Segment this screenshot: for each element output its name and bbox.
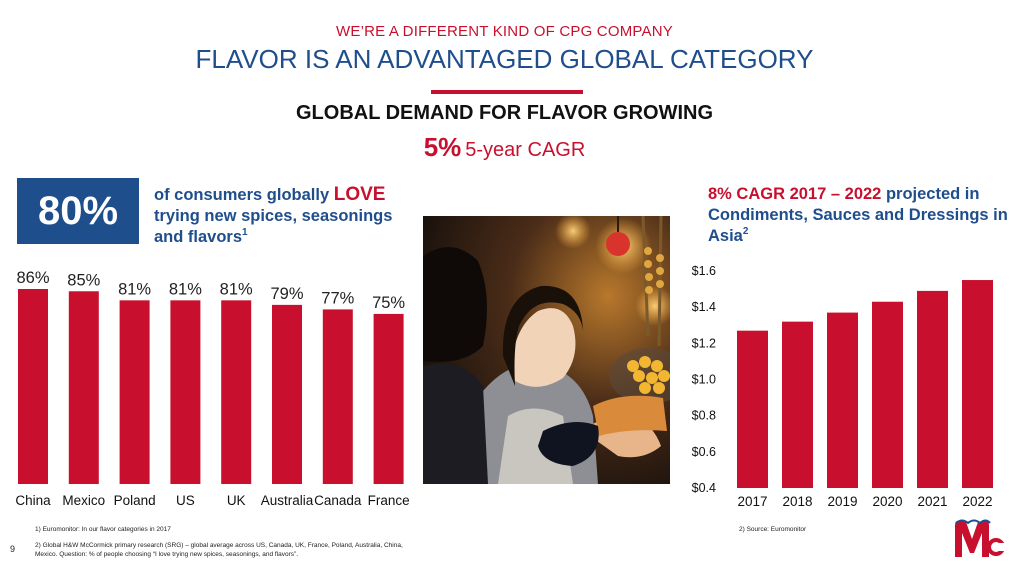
asia-sauces-bar-chart: $1.6 $1.4 $1.2 $1.0 $0.8 $0.6 $0.4 2017 2018 2019… <box>692 264 993 509</box>
bar-china <box>18 289 48 484</box>
bar-value-label: 85% <box>67 271 100 289</box>
bar-value-label: 81% <box>169 280 202 298</box>
stat-text-love: LOVE <box>333 184 386 205</box>
y-tick-label: $1.0 <box>692 373 716 387</box>
y-tick-label: $0.4 <box>692 481 716 495</box>
bar-us <box>170 300 201 484</box>
market-photo-illustration <box>423 216 670 484</box>
consumer-love-bar-chart: 86% China 85% Mexico 81% Poland 81% US 81% UK 79% A… <box>15 269 410 508</box>
bar-2022 <box>962 280 993 488</box>
footnote-source: 2) Source: Euromonitor <box>739 526 807 533</box>
bar-mexico <box>68 291 99 484</box>
cagr-label: 5-year CAGR <box>465 139 586 161</box>
bar-2021 <box>917 290 948 488</box>
bar-value-label: 75% <box>372 294 405 312</box>
market-photo <box>423 216 670 484</box>
year-label: 2019 <box>827 494 857 509</box>
category-label: China <box>15 493 51 508</box>
bar-value-label: 81% <box>118 280 151 298</box>
footnote-ref-2: 2 <box>742 225 749 237</box>
y-tick-label: $1.2 <box>692 336 716 350</box>
category-label: US <box>176 493 195 508</box>
bar-uk <box>221 300 252 484</box>
bar-2017 <box>737 330 768 488</box>
bar-value-label: 77% <box>321 289 354 307</box>
y-tick-label: $1.4 <box>692 300 716 314</box>
bar-canada <box>322 309 353 484</box>
bar-2018 <box>782 321 813 488</box>
title-underline <box>431 90 583 94</box>
bar-2019 <box>827 312 858 488</box>
stat-value: 80% <box>37 188 119 233</box>
bar-value-label: 81% <box>220 280 253 298</box>
bar-poland <box>119 300 150 484</box>
year-label: 2022 <box>962 494 992 509</box>
page-title: FLAVOR IS AN ADVANTAGED GLOBAL CATEGORY <box>195 44 814 74</box>
year-label: 2020 <box>872 494 902 509</box>
asia-chart-title: 8% CAGR 2017 – 2022 projected in Condime… <box>708 184 1008 247</box>
y-tick-label: $0.8 <box>692 409 716 423</box>
bar-value-label: 79% <box>270 285 303 303</box>
mccormick-mc-logo-icon <box>952 517 1004 559</box>
footnote-ref-1: 1 <box>242 226 248 238</box>
category-label: UK <box>227 493 246 508</box>
category-label: France <box>368 493 410 508</box>
bar-value-label: 86% <box>16 269 49 287</box>
footnote-1: 1) Euromonitor: In our flavor categories… <box>35 526 171 533</box>
year-label: 2021 <box>917 494 947 509</box>
y-tick-label: $1.6 <box>692 264 716 278</box>
bar-france <box>373 313 404 484</box>
cagr-value: 5% <box>423 132 462 162</box>
asia-title-highlight: 8% CAGR 2017 – 2022 <box>708 185 882 203</box>
bar-australia <box>272 304 302 484</box>
kicker-text: WE’RE A DIFFERENT KIND OF CPG COMPANY <box>336 23 673 40</box>
stat-description: of consumers globally LOVE trying new sp… <box>154 184 414 248</box>
year-label: 2017 <box>737 494 767 509</box>
category-label: Poland <box>114 493 156 508</box>
y-tick-label: $0.6 <box>692 445 716 459</box>
category-label: Mexico <box>62 493 105 508</box>
page-number: 9 <box>10 544 16 554</box>
stat-box: 80% <box>17 178 139 244</box>
category-label: Canada <box>314 493 362 508</box>
stat-text-post: trying new spices, seasonings and flavor… <box>154 207 393 246</box>
year-label: 2018 <box>782 494 812 509</box>
bar-2020 <box>872 301 903 488</box>
footnote-2: 2) Global H&W McCormick primary research… <box>35 542 403 558</box>
cagr-headline: 5% 5-year CAGR <box>0 132 1009 163</box>
section-subtitle: GLOBAL DEMAND FOR FLAVOR GROWING <box>295 102 713 124</box>
stat-text-pre: of consumers globally <box>154 186 334 204</box>
category-label: Australia <box>261 493 314 508</box>
asia-title-rest: projected in Condiments, Sauces and Dres… <box>708 185 1008 245</box>
